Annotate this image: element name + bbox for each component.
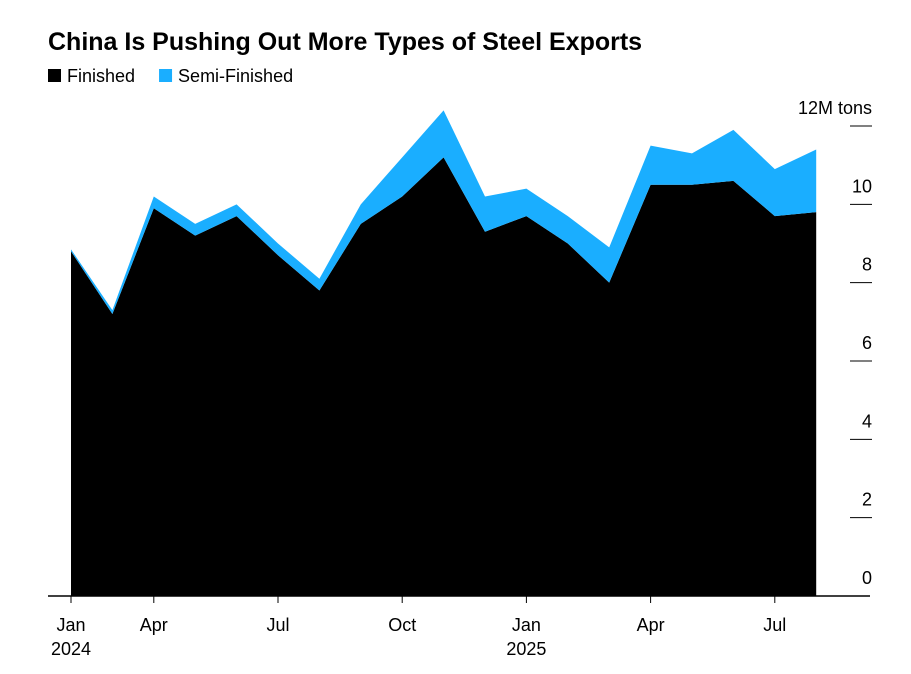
- legend-label: Finished: [67, 66, 135, 86]
- legend-swatch: [48, 69, 61, 82]
- x-tick-label: Jan: [56, 615, 85, 635]
- x-tick-year: 2024: [51, 639, 91, 659]
- legend-label: Semi-Finished: [178, 66, 293, 86]
- legend-swatch: [159, 69, 173, 82]
- y-tick-label: 2: [862, 490, 872, 510]
- y-tick-label: 8: [862, 255, 872, 275]
- chart-title: China Is Pushing Out More Types of Steel…: [48, 28, 642, 56]
- y-tick-label: 4: [862, 411, 872, 431]
- x-tick-label: Apr: [637, 615, 665, 635]
- x-tick-label: Jul: [763, 615, 786, 635]
- x-tick-label: Oct: [388, 615, 416, 635]
- y-tick-label: 10: [852, 176, 872, 196]
- x-tick-label: Jan: [512, 615, 541, 635]
- area: [71, 110, 817, 314]
- x-tick-label: Jul: [266, 615, 289, 635]
- y-tick-label: 6: [862, 333, 872, 353]
- x-tick-year: 2025: [506, 639, 546, 659]
- x-tick-label: Apr: [140, 615, 168, 635]
- area: [71, 157, 817, 597]
- y-tick-label: 0: [862, 568, 872, 588]
- y-tick-label: 12M tons: [798, 98, 872, 118]
